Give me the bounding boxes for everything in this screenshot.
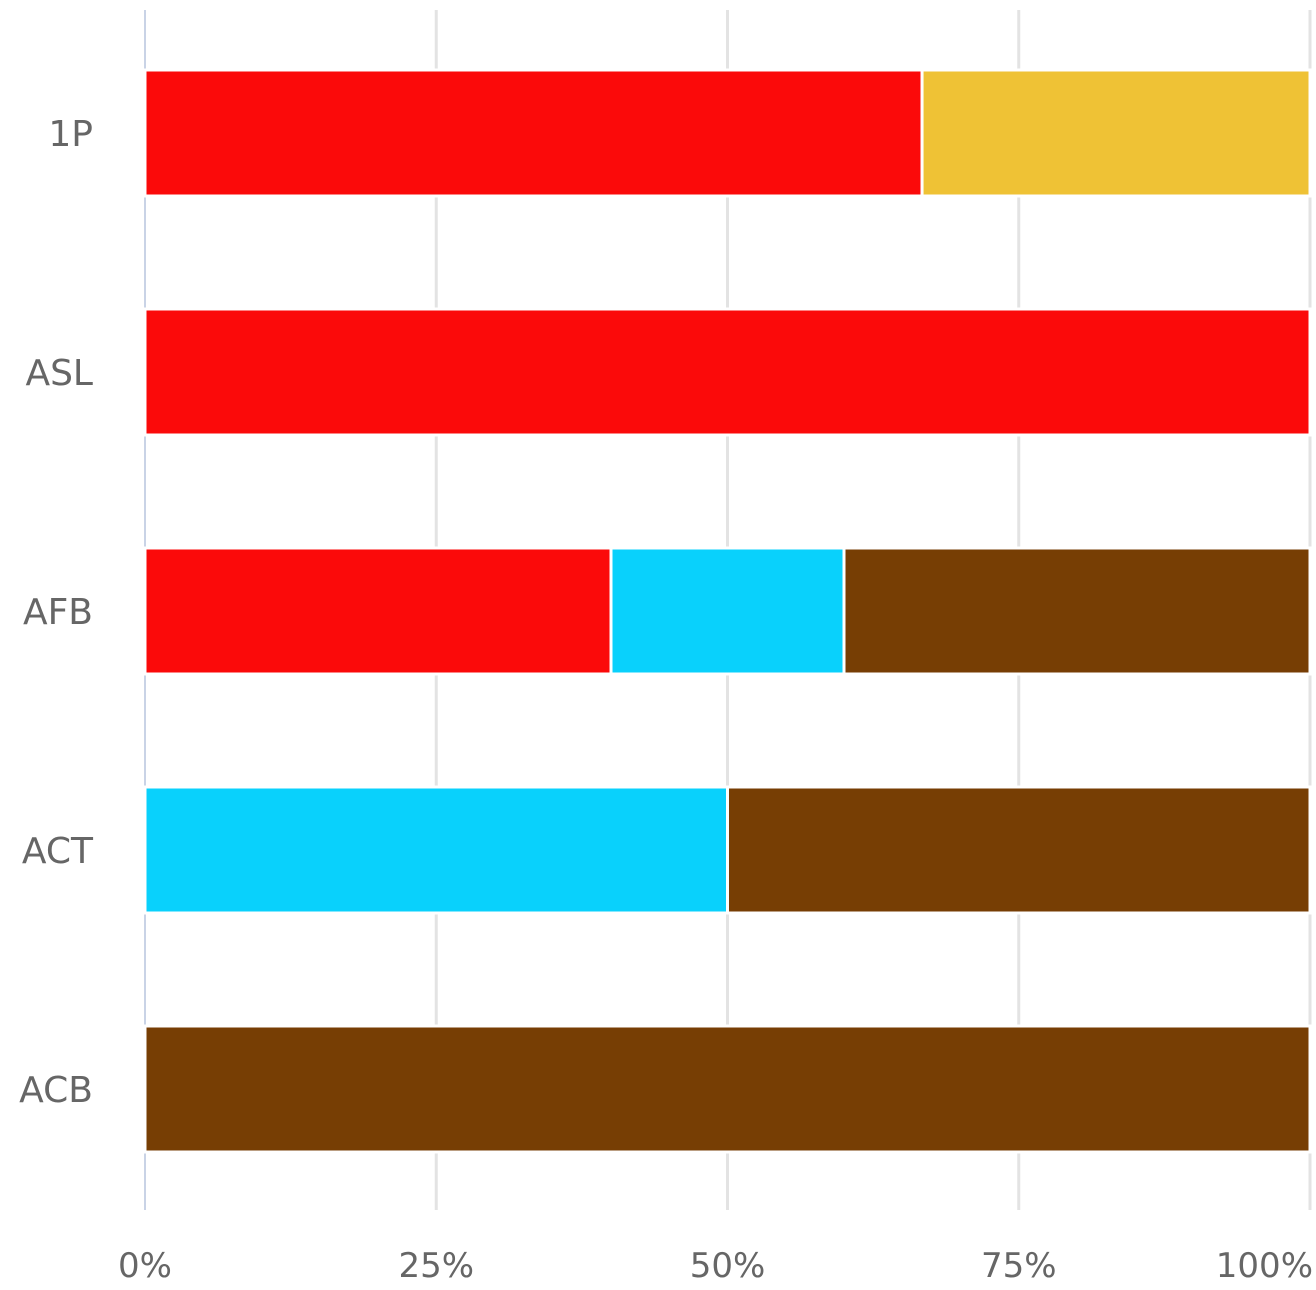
bar-segment [143, 68, 924, 198]
bar-segment [609, 546, 846, 676]
x-tick-label: 50% [690, 1246, 766, 1286]
category-label: AFB [23, 592, 93, 633]
category-label: ASL [25, 353, 93, 394]
bar-segment [726, 785, 1312, 915]
category-label: 1P [48, 114, 93, 155]
x-tick-labels: 0% 25% 50% 75% 100% [118, 1246, 1313, 1286]
bar-segment [143, 785, 729, 915]
x-tick-label: 25% [398, 1246, 474, 1286]
x-tick-label: 100% [1216, 1246, 1313, 1286]
bar-segment [143, 307, 1312, 437]
bar-segment [143, 1024, 1312, 1154]
category-label: ACB [19, 1070, 93, 1111]
bar-segment [842, 546, 1312, 676]
x-tick-label: 75% [981, 1246, 1057, 1286]
bar-segment [143, 546, 613, 676]
category-label: ACT [22, 831, 94, 872]
category-labels: 1P ASL AFB ACT ACB [19, 114, 94, 1111]
bars [143, 68, 1312, 1154]
x-tick-label: 0% [118, 1246, 172, 1286]
bar-segment [920, 68, 1312, 198]
